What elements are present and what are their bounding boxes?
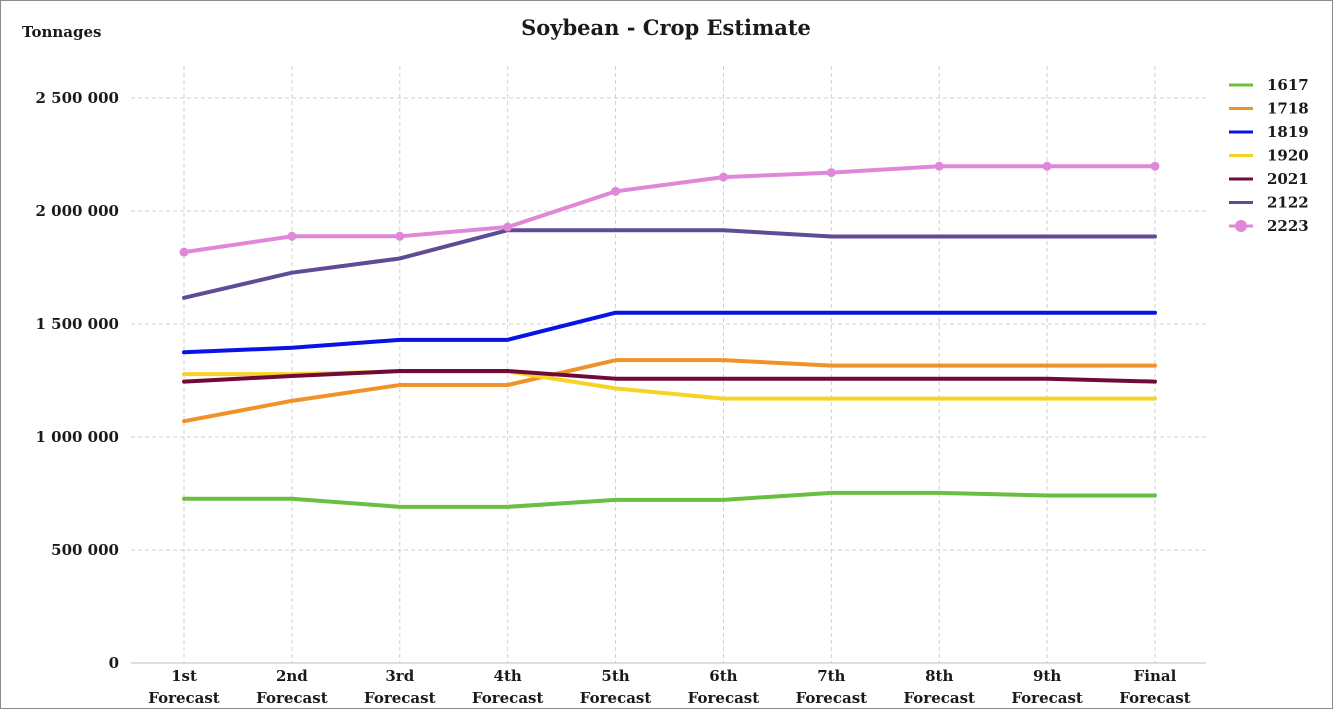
x-tick-label: 1st Forecast [148, 667, 220, 707]
y-tick-labels: 0 500 000 1 000 000 1 500 000 2 000 000 2 500… [35, 89, 119, 672]
legend-marker-2223 [1235, 220, 1247, 232]
x-tick-labels: 1st Forecast 2nd Forecast 3rd Forecast 4th Fore… [148, 667, 1191, 707]
series-line-2021 [182, 369, 1157, 384]
data-point-2223 [395, 231, 405, 241]
legend-label-1617: 1617 [1267, 76, 1309, 94]
y-axis-label: Tonnages [22, 23, 101, 41]
data-point-2223 [503, 222, 513, 232]
x-tick-label: 4th Forecast [472, 667, 544, 707]
series-line-2223 [182, 164, 1157, 255]
legend-label-1718: 1718 [1267, 100, 1309, 118]
y-tick-label: 2 000 000 [35, 202, 119, 220]
data-point-2223 [611, 186, 621, 196]
series-line-1617 [182, 490, 1157, 509]
x-tick-label: 8th Forecast [903, 667, 975, 707]
data-point-2223 [1150, 161, 1160, 171]
series-lines [179, 161, 1160, 509]
data-point-2223 [1042, 161, 1052, 171]
y-tick-label: 500 000 [51, 541, 119, 559]
y-tick-label: 1 500 000 [35, 315, 119, 333]
series-line-2122 [182, 228, 1157, 300]
data-point-2223 [826, 168, 836, 178]
x-tick-label: 2nd Forecast [256, 667, 328, 707]
legend-label-2223: 2223 [1267, 217, 1309, 235]
y-tick-label: 2 500 000 [35, 89, 119, 107]
x-tick-label: 6th Forecast [688, 667, 760, 707]
x-tick-label: 5th Forecast [580, 667, 652, 707]
data-point-2223 [934, 161, 944, 171]
legend-label-1819: 1819 [1267, 123, 1309, 141]
data-point-2223 [179, 247, 189, 257]
series-line-1819 [182, 310, 1157, 355]
data-point-2223 [287, 231, 297, 241]
y-tick-label: 0 [109, 654, 119, 672]
legend-label-2122: 2122 [1267, 194, 1309, 212]
x-tick-label: 9th Forecast [1011, 667, 1083, 707]
y-tick-label: 1 000 000 [35, 428, 119, 446]
data-point-2223 [718, 172, 728, 182]
x-tick-label: Final Forecast [1119, 667, 1191, 707]
legend-label-2021: 2021 [1267, 170, 1309, 188]
legend: 1617 1718 1819 1920 2021 2122 2223 [1229, 76, 1309, 235]
chart-title: Soybean - Crop Estimate [521, 15, 811, 40]
x-tick-label: 7th Forecast [796, 667, 868, 707]
x-tick-label: 3rd Forecast [364, 667, 436, 707]
legend-label-1920: 1920 [1267, 147, 1309, 165]
series-line-1718 [182, 358, 1157, 424]
